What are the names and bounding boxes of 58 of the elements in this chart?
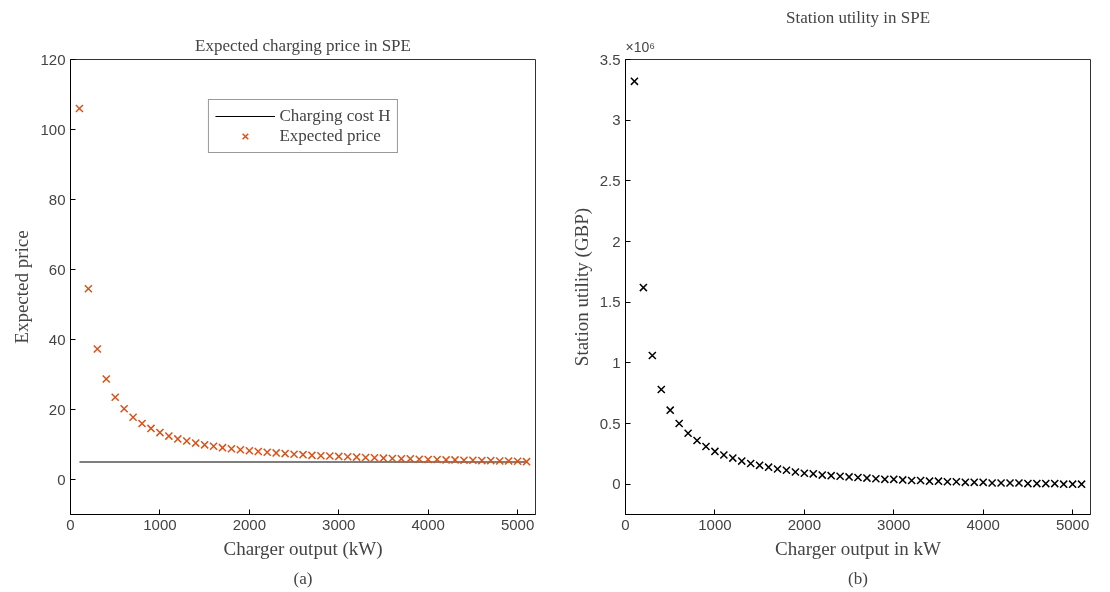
point bbox=[110, 392, 120, 402]
point bbox=[656, 385, 666, 394]
y-tick-label: 0 bbox=[612, 475, 621, 493]
point bbox=[701, 442, 711, 451]
y-tick-label: 100 bbox=[40, 120, 66, 138]
point bbox=[648, 351, 657, 360]
y-tick-label: 0 bbox=[57, 470, 66, 488]
point bbox=[692, 436, 702, 445]
x-tick-label: 5000 bbox=[500, 515, 535, 533]
point bbox=[101, 374, 111, 384]
point bbox=[137, 419, 147, 428]
x-axis-title: Charger output (kW) bbox=[223, 537, 383, 560]
y-tick-label: 3.5 bbox=[599, 50, 621, 68]
point bbox=[128, 412, 138, 422]
x-tick-label: 1000 bbox=[143, 515, 177, 533]
y-tick-label: 0.5 bbox=[599, 414, 621, 432]
text: (b) bbox=[848, 568, 868, 588]
y-tick-label: 40 bbox=[48, 330, 66, 348]
point bbox=[674, 419, 684, 428]
x-tick-label: 2000 bbox=[787, 515, 822, 533]
point bbox=[119, 404, 129, 414]
y-tick-label: 3 bbox=[612, 111, 621, 129]
y-tick-label: 80 bbox=[48, 190, 66, 208]
point bbox=[710, 447, 720, 456]
x-tick-label: 1000 bbox=[698, 515, 732, 533]
y-axis-title: Expected price bbox=[11, 230, 33, 344]
point bbox=[155, 428, 165, 437]
chart-title: Expected charging price in SPE bbox=[195, 35, 411, 55]
point bbox=[665, 405, 675, 415]
y-tick-label: 2 bbox=[612, 232, 621, 250]
y-tick-label: 20 bbox=[48, 400, 66, 418]
x-tick-label: 3000 bbox=[322, 515, 356, 533]
text: ×10⁶ bbox=[625, 38, 656, 55]
x-tick-label: 4000 bbox=[966, 515, 1000, 533]
point bbox=[75, 104, 84, 113]
point bbox=[728, 453, 738, 463]
x-axis-title: Charger output in kW bbox=[775, 537, 941, 559]
x-tick-label: 5000 bbox=[1055, 515, 1090, 533]
y-tick-label: 1.5 bbox=[599, 293, 621, 311]
x-tick-label: 2000 bbox=[232, 515, 267, 533]
point bbox=[683, 428, 693, 438]
point bbox=[630, 77, 639, 86]
y-tick-label: 1 bbox=[612, 353, 621, 371]
y-tick-label: 60 bbox=[48, 260, 66, 278]
point bbox=[146, 424, 156, 433]
point bbox=[719, 450, 729, 460]
y-axis-title: Station utility (GBP) bbox=[570, 207, 593, 367]
y-tick-label: 120 bbox=[40, 50, 66, 68]
text: (a) bbox=[293, 568, 313, 588]
point bbox=[84, 284, 93, 294]
point bbox=[639, 283, 648, 292]
point bbox=[93, 344, 102, 354]
y-tick-label: 2.5 bbox=[599, 171, 621, 189]
legend-label: Expected price bbox=[279, 126, 381, 146]
x-tick-label: 4000 bbox=[411, 515, 445, 533]
x-tick-label: 3000 bbox=[877, 515, 911, 533]
legend-label: Charging cost H bbox=[279, 106, 391, 126]
chart-title: Station utility in SPE bbox=[785, 7, 931, 27]
